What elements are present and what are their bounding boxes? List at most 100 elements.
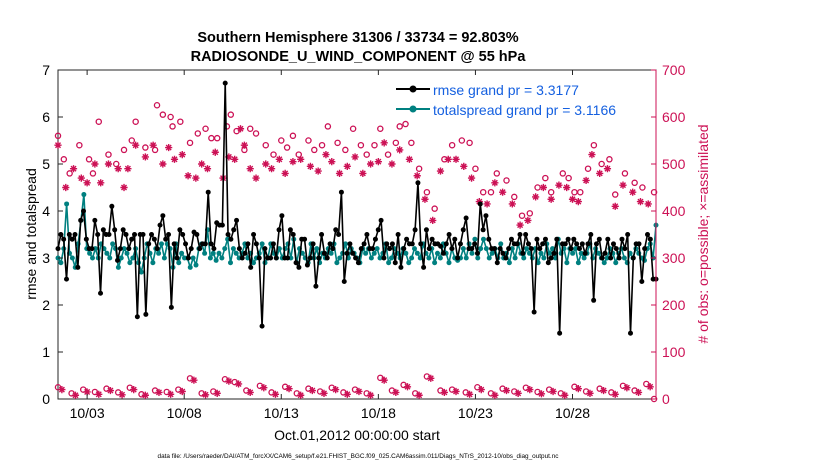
series-point-spread: [389, 256, 394, 261]
series-point-rmse: [336, 232, 341, 237]
legend: rmse grand pr = 3.3177 totalspread grand…: [391, 80, 649, 120]
series-point-rmse: [350, 251, 355, 256]
series-point-rmse: [325, 256, 330, 261]
series-point-rmse: [260, 324, 265, 329]
obs-assimilated-marker: [604, 165, 611, 172]
series-point-rmse: [115, 258, 120, 263]
obs-assimilated-marker-low: [214, 390, 221, 397]
series-point-rmse: [364, 232, 369, 237]
series-point-rmse: [549, 256, 554, 261]
obs-assimilated-marker: [414, 172, 421, 179]
series-point-rmse: [628, 331, 633, 336]
series-point-rmse: [141, 232, 146, 237]
series-point-spread: [104, 251, 109, 256]
series-point-rmse: [438, 244, 443, 249]
series-point-spread: [521, 256, 526, 261]
series-point-rmse: [611, 241, 616, 246]
series-point-rmse: [483, 213, 488, 218]
series-point-rmse: [132, 232, 137, 237]
series-point-rmse: [594, 241, 599, 246]
series-point-rmse: [605, 237, 610, 242]
obs-assimilated-marker-low: [118, 391, 125, 398]
series-point-rmse: [486, 237, 491, 242]
obs-assimilated-marker: [596, 170, 603, 177]
series-point-spread: [447, 260, 452, 265]
series-point-spread: [602, 260, 607, 265]
series-point-rmse: [509, 237, 514, 242]
series-point-rmse: [523, 232, 528, 237]
obs-assimilated-marker-low: [260, 384, 267, 391]
series-point-rmse: [571, 237, 576, 242]
series-point-rmse: [294, 260, 299, 265]
series-point-rmse: [70, 237, 75, 242]
obs-assimilated-marker-low: [367, 392, 374, 399]
series-point-spread: [386, 260, 391, 265]
obs-assimilated-marker-low: [272, 391, 279, 398]
series-point-rmse: [381, 256, 386, 261]
obs-assimilated-marker: [575, 198, 582, 205]
obs-assimilated-marker-low: [466, 391, 473, 398]
series-point-rmse: [458, 241, 463, 246]
series-point-rmse: [67, 232, 72, 237]
obs-assimilated-marker-low: [107, 387, 114, 394]
y-tick-label: 6: [42, 109, 50, 125]
series-point-rmse: [424, 227, 429, 232]
series-point-rmse: [345, 251, 350, 256]
series-point-spread: [329, 251, 334, 256]
obs-assimilated-marker-low: [623, 384, 630, 391]
series-point-spread: [222, 246, 227, 251]
obs-assimilated-marker: [367, 160, 374, 167]
series-point-rmse: [240, 256, 245, 261]
series-point-rmse: [554, 237, 559, 242]
series-point-spread: [622, 256, 627, 261]
series-point-spread: [231, 246, 236, 251]
series-point-rmse: [271, 241, 276, 246]
series-point-rmse: [602, 251, 607, 256]
series-point-rmse: [92, 218, 97, 223]
obs-assimilated-marker: [198, 160, 205, 167]
series-point-rmse: [160, 213, 165, 218]
y2-tick-label: 500: [662, 156, 686, 172]
series-point-rmse: [529, 246, 534, 251]
series-point-rmse: [353, 256, 358, 261]
series-point-rmse: [588, 232, 593, 237]
series-point-rmse: [393, 260, 398, 265]
series-point-rmse: [537, 246, 542, 251]
series-point-rmse: [413, 227, 418, 232]
obs-assimilated-marker-low: [297, 392, 304, 399]
obs-assimilated-marker: [540, 184, 547, 191]
x-tick-label: 10/13: [264, 405, 299, 421]
series-point-rmse: [631, 256, 636, 261]
series-point-spread: [150, 260, 155, 265]
series-point-spread: [412, 246, 417, 251]
series-point-rmse: [464, 216, 469, 221]
obs-assimilated-marker-low: [561, 392, 568, 399]
series-point-rmse: [370, 246, 375, 251]
series-point-rmse: [580, 241, 585, 246]
obs-assimilated-marker: [97, 179, 104, 186]
series-point-rmse: [277, 227, 282, 232]
series-point-rmse: [121, 227, 126, 232]
series-point-rmse: [639, 279, 644, 284]
series-point-rmse: [600, 256, 605, 261]
series-point-spread: [498, 241, 503, 246]
series-point-rmse: [279, 213, 284, 218]
series-point-rmse: [379, 218, 384, 223]
series-point-spread: [107, 256, 112, 261]
series-point-spread: [58, 260, 63, 265]
series-point-rmse: [194, 232, 199, 237]
obs-assimilated-marker: [142, 153, 149, 160]
obs-assimilated-marker-low: [225, 378, 232, 385]
series-point-rmse: [262, 246, 267, 251]
series-point-rmse: [517, 232, 522, 237]
obs-assimilated-marker: [192, 175, 199, 182]
obs-assimilated-marker-low: [179, 388, 186, 395]
y-axis-label: rmse and totalspread: [23, 168, 39, 300]
series-point-rmse: [520, 251, 525, 256]
series-point-rmse: [404, 237, 409, 242]
series-point-rmse: [81, 209, 86, 214]
obs-assimilated-marker: [237, 125, 244, 132]
obs-assimilated-marker: [524, 217, 531, 224]
series-point-rmse: [177, 227, 182, 232]
series-point-spread: [409, 256, 414, 261]
